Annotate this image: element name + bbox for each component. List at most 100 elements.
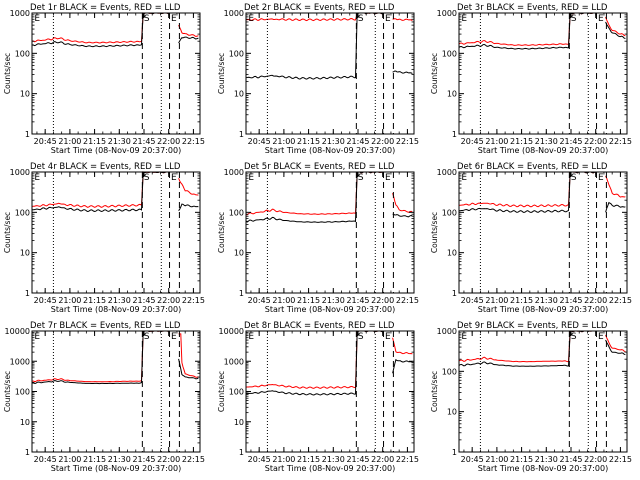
detector-panel: Det 7r BLACK = Events, RED = LLD 1 10 100 10… [3,321,205,473]
y-tick-label: 10 [447,408,457,417]
x-tick-label: 20:45 [34,296,57,305]
marker-label: E [461,332,467,342]
marker-label: E [248,14,254,24]
x-axis-label: Start Time (08-Nov-09 20:37:00) [51,464,181,473]
x-tick-label: 22:00 [584,296,607,305]
x-tick-label: 21:00 [272,455,295,464]
y-tick-label: 10 [234,90,244,99]
x-tick-label: 21:15 [510,137,533,146]
x-tick-label: 21:30 [535,137,558,146]
y-tick-label: 100 [442,208,457,217]
x-axis-label: Start Time (08-Nov-09 20:37:00) [265,464,395,473]
marker-label: E [171,173,177,183]
y-tick-label: 100 [229,388,244,397]
marker-label: S [571,332,577,342]
y-tick-label: 10 [20,418,30,427]
x-tick-label: 22:00 [584,137,607,146]
marker-label: S [358,332,364,342]
x-tick-label: 22:15 [396,296,419,305]
series-line-events [458,12,626,50]
marker-label: E [461,173,467,183]
marker-label: E [598,14,604,24]
y-tick-label: 100 [15,388,30,397]
x-tick-label: 21:00 [272,137,295,146]
y-axis-label: Counts/sec [3,371,12,412]
x-tick-label: 21:00 [485,137,508,146]
y-tick-label: 1 [239,130,244,139]
detector-panel: Det 9r BLACK = Events, RED = LLD 1 10 100 10… [430,321,632,473]
y-tick-label: 10 [20,249,30,258]
marker-label: E [385,14,391,24]
marker-label: E [248,173,254,183]
x-tick-label: 21:00 [58,296,81,305]
x-tick-label: 21:00 [58,137,81,146]
y-axis-label: Counts/sec [217,53,226,94]
marker-label: S [144,14,150,24]
y-tick-label: 1 [25,289,30,298]
x-tick-label: 21:30 [322,455,345,464]
plot-frame [458,171,628,294]
x-tick-label: 21:30 [322,137,345,146]
y-tick-label: 10 [20,90,30,99]
x-tick-label: 21:30 [108,296,131,305]
x-tick-label: 21:15 [297,137,320,146]
x-tick-label: 22:00 [157,455,180,464]
plot-frame [31,12,201,135]
y-tick-label: 100 [229,208,244,217]
x-tick-label: 22:15 [609,137,632,146]
x-tick-label: 20:45 [34,137,57,146]
plot-frame [458,12,628,135]
x-tick-label: 21:15 [83,455,106,464]
x-tick-label: 20:45 [34,455,57,464]
detector-panel: Det 1r BLACK = Events, RED = LLD 1 10 100 10… [3,3,205,155]
x-tick-label: 21:30 [322,296,345,305]
y-tick-label: 1000 [437,9,457,18]
y-tick-label: 10 [447,90,457,99]
y-tick-label: 1000 [437,327,457,336]
y-tick-label: 1 [239,289,244,298]
x-tick-label: 21:30 [535,455,558,464]
detector-panel: Det 2r BLACK = Events, RED = LLD 1 10 100 10… [217,3,419,155]
x-tick-label: 21:45 [346,137,369,146]
y-axis-label: Counts/sec [3,212,12,253]
panel-title: Det 4r BLACK = Events, RED = LLD [30,162,181,172]
x-tick-label: 21:45 [559,296,582,305]
y-tick-label: 1 [452,289,457,298]
x-tick-label: 22:15 [182,455,205,464]
y-axis-label: Counts/sec [430,212,439,253]
x-tick-label: 21:45 [346,296,369,305]
x-tick-label: 22:15 [609,455,632,464]
x-tick-label: 22:00 [157,137,180,146]
marker-label: E [598,332,604,342]
x-tick-label: 20:45 [248,296,271,305]
y-tick-label: 10 [234,249,244,258]
x-tick-label: 22:00 [584,455,607,464]
y-axis-label: Counts/sec [217,212,226,253]
plot-frame [31,171,201,294]
y-tick-label: 100 [229,49,244,58]
x-tick-label: 22:15 [396,455,419,464]
panel-title: Det 6r BLACK = Events, RED = LLD [457,162,608,172]
x-tick-label: 21:45 [559,455,582,464]
panel-title: Det 9r BLACK = Events, RED = LLD [457,321,608,331]
x-tick-label: 20:45 [461,137,484,146]
x-axis-label: Start Time (08-Nov-09 20:37:00) [478,464,608,473]
x-tick-label: 22:00 [157,296,180,305]
x-axis-label: Start Time (08-Nov-09 20:37:00) [51,146,181,155]
y-tick-label: 10 [234,418,244,427]
marker-label: E [248,332,254,342]
marker-label: S [571,14,577,24]
x-tick-label: 21:45 [132,455,155,464]
x-tick-label: 21:15 [297,296,320,305]
x-tick-label: 22:15 [396,137,419,146]
detector-panel: Det 8r BLACK = Events, RED = LLD 1 10 100 10… [217,321,419,473]
y-tick-label: 100 [442,49,457,58]
x-axis-label: Start Time (08-Nov-09 20:37:00) [265,146,395,155]
x-axis-label: Start Time (08-Nov-09 20:37:00) [478,146,608,155]
x-tick-label: 21:45 [132,296,155,305]
x-tick-label: 21:15 [83,296,106,305]
series-line-events [458,330,626,367]
panel-title: Det 8r BLACK = Events, RED = LLD [244,321,395,331]
y-tick-label: 1 [25,130,30,139]
